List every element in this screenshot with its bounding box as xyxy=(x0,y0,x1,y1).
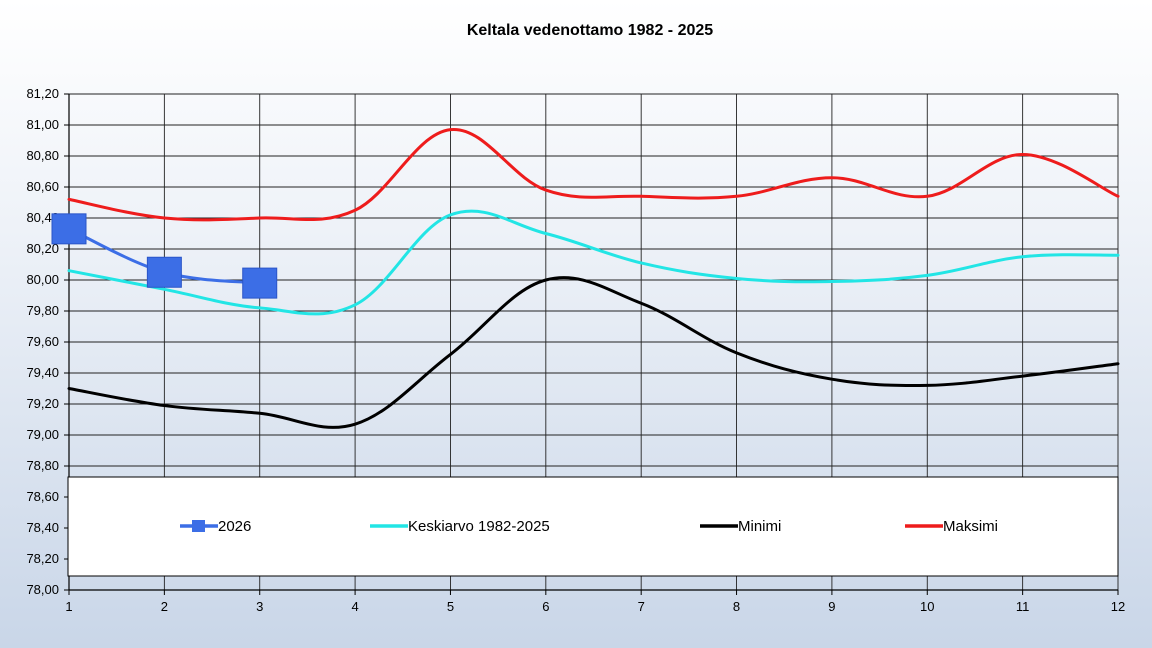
data-point-2026 xyxy=(242,267,278,299)
series-layer xyxy=(51,128,1120,429)
legend: 2026 Keskiarvo 1982-2025 Minimi Maksimi xyxy=(67,476,1119,577)
y-tick-label: 78,80 xyxy=(26,458,59,473)
y-tick-label: 79,40 xyxy=(26,365,59,380)
series-line-maksimi xyxy=(67,128,1120,222)
y-tick-label: 79,60 xyxy=(26,334,59,349)
x-tick-label: 5 xyxy=(447,599,454,614)
x-tick-label: 8 xyxy=(733,599,740,614)
x-tick-label: 2 xyxy=(161,599,168,614)
data-point-2026 xyxy=(146,256,182,288)
x-tick-label: 11 xyxy=(1016,599,1030,614)
legend-marker-2026 xyxy=(192,520,205,532)
x-tick-label: 9 xyxy=(828,599,835,614)
y-tick-label: 79,80 xyxy=(26,303,59,318)
x-tick-label: 6 xyxy=(542,599,549,614)
y-tick-label: 81,00 xyxy=(26,117,59,132)
legend-label-minimi: Minimi xyxy=(738,518,781,535)
y-tick-label: 81,20 xyxy=(26,86,59,101)
x-tick-label: 10 xyxy=(920,599,934,614)
legend-label-keskiarvo-1982-2025: Keskiarvo 1982-2025 xyxy=(408,518,550,535)
y-tick-label: 80,60 xyxy=(26,179,59,194)
legend-label-2026: 2026 xyxy=(218,518,251,535)
series-line-keskiarvo-1982-2025 xyxy=(67,209,1120,316)
x-axis: 1 2 3 4 5 6 7 8 9 10 11 12 xyxy=(65,589,1125,614)
legend-label-maksimi: Maksimi xyxy=(943,518,998,535)
series-line-minimi xyxy=(67,276,1120,429)
y-tick-label: 80,00 xyxy=(26,272,59,287)
y-tick-label: 80,80 xyxy=(26,148,59,163)
x-tick-label: 4 xyxy=(351,599,358,614)
x-tick-label: 7 xyxy=(638,599,645,614)
x-tick-label: 3 xyxy=(256,599,263,614)
y-tick-label: 80,20 xyxy=(26,241,59,256)
y-tick-label: 78,00 xyxy=(26,582,59,597)
chart-title: Keltala vedenottamo 1982 - 2025 xyxy=(467,22,713,39)
y-tick-label: 79,20 xyxy=(26,396,59,411)
data-point-2026 xyxy=(51,213,87,245)
y-tick-label: 78,40 xyxy=(26,520,59,535)
y-tick-label: 78,60 xyxy=(26,489,59,504)
y-tick-label: 80,40 xyxy=(26,210,59,225)
y-tick-label: 78,20 xyxy=(26,551,59,566)
y-tick-label: 79,00 xyxy=(26,427,59,442)
x-tick-label: 1 xyxy=(65,599,72,614)
x-tick-label: 12 xyxy=(1111,599,1125,614)
y-axis: 78,00 78,20 78,40 78,60 78,80 79,00 79,20 79,40… xyxy=(26,86,70,597)
